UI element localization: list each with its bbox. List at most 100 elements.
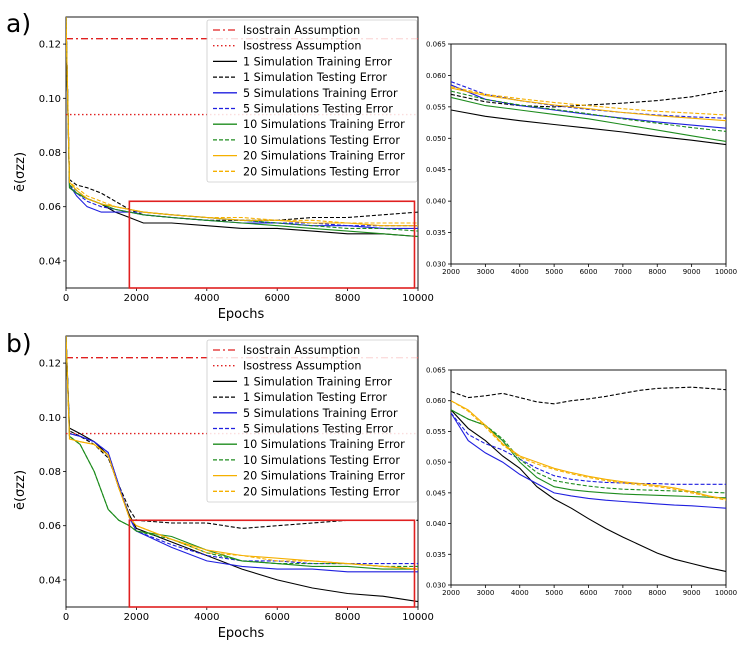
series-5-simulations-testing-error — [451, 412, 726, 485]
series-20-simulations-training-error — [451, 400, 726, 500]
legend-entry-label: Isostress Assumption — [243, 360, 361, 373]
plot-area — [450, 369, 727, 586]
plot-area — [450, 43, 727, 265]
legend-entry-label: 1 Simulation Training Error — [243, 375, 392, 388]
y-tick-label: 0.035 — [426, 551, 446, 559]
series-10-simulations-training-error — [451, 96, 726, 142]
legend-entry-label: 5 Simulations Testing Error — [243, 103, 393, 116]
y-tick-label: 0.060 — [426, 72, 446, 80]
y-tick-label: 0.06 — [39, 521, 61, 532]
x-tick-label: 2000 — [442, 589, 460, 597]
y-tick-label: 0.04 — [39, 256, 61, 267]
series-1-simulation-training-error — [66, 336, 418, 603]
x-tick-label: 2000 — [124, 612, 149, 623]
legend-entry-label: 20 Simulations Training Error — [243, 150, 405, 163]
x-tick-label: 2000 — [442, 268, 460, 276]
series-1-simulation-testing-error — [66, 336, 418, 529]
y-tick-label: 0.08 — [39, 148, 61, 159]
series-20-simulations-testing-error — [66, 336, 418, 570]
y-tick-label: 0.06 — [39, 202, 61, 213]
legend-entry-label: Isostrain Assumption — [243, 24, 360, 37]
legend-a: Isostrain Assumption Isostress Assumption… — [206, 19, 418, 183]
series-20-simulations-testing-error — [66, 17, 418, 224]
x-tick-label: 2000 — [124, 293, 149, 304]
legend-entry-label: 1 Simulation Testing Error — [243, 391, 387, 404]
panel-label-a: a) — [6, 9, 31, 38]
legend-entry-label: Isostrain Assumption — [243, 344, 360, 357]
series-group — [451, 81, 726, 146]
y-tick-label: 0.04 — [39, 575, 61, 586]
x-tick-label: 6000 — [264, 293, 289, 304]
y-tick-label: 0.045 — [426, 489, 446, 497]
y-tick-label: 0.045 — [426, 166, 446, 174]
series-1-simulation-training-error — [451, 409, 726, 573]
x-tick-label: 0 — [63, 612, 69, 623]
y-tick-label: 0.030 — [426, 261, 446, 269]
x-tick-label: 10000 — [402, 293, 434, 304]
x-tick-label: 6000 — [580, 589, 598, 597]
y-tick-label: 0.055 — [426, 428, 446, 436]
x-tick-label: 7000 — [614, 268, 632, 276]
y-tick-label: 0.040 — [426, 520, 446, 528]
legend-b: Isostrain Assumption Isostress Assumption… — [206, 339, 418, 503]
legend-entry-label: 10 Simulations Training Error — [243, 118, 405, 131]
series-5-simulations-testing-error — [66, 336, 418, 565]
series-10-simulations-testing-error — [451, 409, 726, 494]
x-tick-label: 8000 — [648, 589, 666, 597]
y-tick-label: 0.055 — [426, 103, 446, 111]
xlabel-a: Epochs — [218, 307, 265, 322]
x-tick-label: 9000 — [683, 268, 701, 276]
series-group — [451, 386, 726, 573]
legend-entry-label: Isostress Assumption — [243, 40, 361, 53]
y-tick-label: 0.10 — [39, 413, 61, 424]
y-tick-label: 0.12 — [39, 40, 61, 51]
x-tick-label: 8000 — [648, 268, 666, 276]
y-tick-label: 0.030 — [426, 582, 446, 590]
legend-entry-label: 20 Simulations Training Error — [243, 470, 405, 483]
y-tick-label: 0.065 — [426, 41, 446, 49]
legend-entry-label: 10 Simulations Testing Error — [243, 454, 400, 467]
series-1-simulation-testing-error — [451, 386, 726, 405]
y-tick-label: 0.08 — [39, 467, 61, 478]
x-tick-label: 4000 — [511, 589, 529, 597]
ylabel-b: ē(σzz) — [13, 470, 28, 510]
y-tick-label: 0.065 — [426, 367, 446, 375]
x-tick-label: 3000 — [476, 589, 494, 597]
legend-entry-label: 20 Simulations Testing Error — [243, 165, 400, 178]
legend-entry-label: 5 Simulations Training Error — [243, 407, 398, 420]
y-tick-label: 0.10 — [39, 94, 61, 105]
x-tick-label: 5000 — [545, 589, 563, 597]
x-tick-label: 0 — [63, 293, 69, 304]
x-tick-label: 3000 — [476, 268, 494, 276]
xlabel-b: Epochs — [218, 626, 265, 641]
series-group — [66, 17, 418, 238]
x-tick-label: 5000 — [545, 268, 563, 276]
series-10-simulations-training-error — [451, 409, 726, 499]
series-20-simulations-testing-error — [451, 400, 726, 501]
series-10-simulations-testing-error — [451, 90, 726, 132]
zoom-region-box — [128, 519, 416, 608]
x-tick-label: 7000 — [614, 589, 632, 597]
legend-entry-label: 10 Simulations Testing Error — [243, 134, 400, 147]
y-tick-label: 0.060 — [426, 397, 446, 405]
legend-entry-label: 5 Simulations Testing Error — [243, 423, 393, 436]
x-tick-label: 4000 — [511, 268, 529, 276]
legend-entry-label: 1 Simulation Training Error — [243, 55, 392, 68]
y-tick-label: 0.040 — [426, 198, 446, 206]
series-5-simulations-training-error — [451, 412, 726, 509]
x-tick-label: 4000 — [194, 293, 219, 304]
y-tick-label: 0.050 — [426, 459, 446, 467]
legend-box — [206, 19, 418, 183]
series-20-simulations-training-error — [451, 87, 726, 122]
x-tick-label: 8000 — [335, 293, 360, 304]
x-tick-label: 6000 — [264, 612, 289, 623]
y-tick-label: 0.12 — [39, 359, 61, 370]
legend-entry-label: 1 Simulation Testing Error — [243, 71, 387, 84]
chart-b-zoom: 2000 3000 4000 5000 6000 7000 8000 9000 10000 0.0… — [426, 367, 737, 598]
panel-label-b: b) — [6, 329, 32, 358]
chart-a-zoom: 2000 3000 4000 5000 6000 7000 8000 9000 10000 0.0… — [426, 41, 737, 277]
y-tick-label: 0.050 — [426, 135, 446, 143]
x-tick-label: 10000 — [715, 589, 737, 597]
x-tick-label: 10000 — [715, 268, 737, 276]
